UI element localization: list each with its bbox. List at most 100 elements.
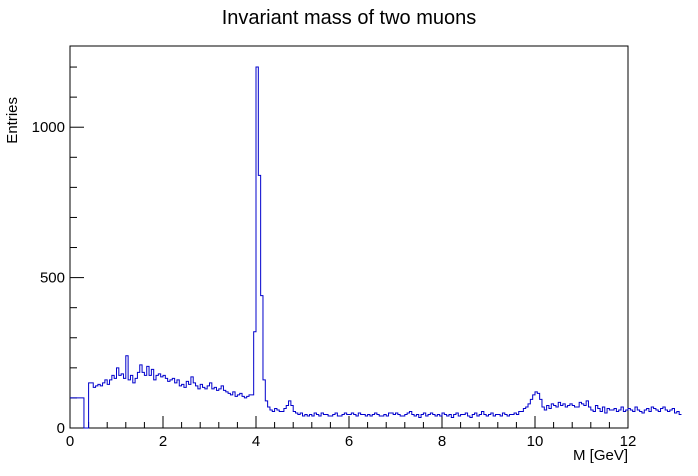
histogram-bin bbox=[354, 414, 356, 428]
histogram-bin bbox=[98, 384, 100, 428]
histogram-bin bbox=[375, 413, 377, 428]
histogram-bin bbox=[112, 375, 114, 428]
histogram-bin bbox=[303, 416, 305, 428]
x-tick-label: 6 bbox=[345, 433, 353, 450]
histogram-bin bbox=[668, 411, 670, 428]
histogram-bin bbox=[119, 375, 121, 428]
histogram-bin bbox=[79, 398, 81, 428]
histogram-bin bbox=[75, 398, 77, 428]
x-tick-label: 0 bbox=[66, 433, 74, 450]
histogram-bin bbox=[340, 416, 342, 428]
histogram-bin bbox=[505, 414, 507, 428]
histogram-bin bbox=[184, 387, 186, 428]
histogram-bin bbox=[633, 411, 635, 428]
histogram-bin bbox=[575, 407, 577, 428]
histogram-bin bbox=[619, 410, 621, 428]
histogram-bin bbox=[91, 383, 93, 428]
histogram-bin bbox=[582, 404, 584, 428]
histogram-bin bbox=[196, 386, 198, 428]
y-tick-label: 1000 bbox=[32, 119, 65, 136]
histogram-bin bbox=[444, 414, 446, 428]
histogram-bin bbox=[351, 413, 353, 428]
histogram-bin bbox=[447, 416, 449, 428]
histogram-bin bbox=[437, 414, 439, 428]
histogram-bin bbox=[212, 389, 214, 428]
histogram-bin bbox=[200, 384, 202, 428]
x-tick-label: 10 bbox=[527, 433, 544, 450]
histogram-bin bbox=[172, 378, 174, 428]
histogram-bin bbox=[135, 378, 137, 428]
histogram-bin bbox=[103, 383, 105, 428]
histogram-bin bbox=[414, 416, 416, 428]
histogram-bin bbox=[512, 414, 514, 428]
histogram-bin bbox=[563, 404, 565, 428]
histogram-bin bbox=[316, 414, 318, 428]
histogram-bin bbox=[426, 416, 428, 428]
histogram-bin bbox=[623, 411, 625, 428]
histogram-bin bbox=[77, 398, 79, 428]
histogram-bin bbox=[298, 414, 300, 428]
histogram-bin bbox=[337, 416, 339, 428]
histogram-bin bbox=[493, 416, 495, 428]
x-tick-label: 4 bbox=[252, 433, 260, 450]
histogram-bin bbox=[342, 414, 344, 428]
histogram-bin bbox=[179, 386, 181, 428]
histogram-bin bbox=[226, 392, 228, 428]
histogram-bin bbox=[100, 386, 102, 428]
histogram-bin bbox=[577, 407, 579, 428]
x-tick-label: 8 bbox=[438, 433, 446, 450]
histogram-bin bbox=[679, 414, 681, 428]
histogram-bin bbox=[561, 405, 563, 428]
histogram-bin bbox=[654, 408, 656, 428]
histogram-bin bbox=[400, 416, 402, 428]
histogram-bin bbox=[177, 380, 179, 428]
histogram-bin bbox=[170, 380, 172, 428]
histogram-bin bbox=[333, 414, 335, 428]
histogram-bin bbox=[549, 408, 551, 428]
histogram-bin bbox=[168, 381, 170, 428]
histogram-bin bbox=[433, 414, 435, 428]
x-tick-label: 12 bbox=[620, 433, 637, 450]
histogram-bin bbox=[430, 413, 432, 428]
histogram-bin bbox=[640, 411, 642, 428]
histogram-bin bbox=[377, 414, 379, 428]
histogram-bin bbox=[326, 414, 328, 428]
histogram-bin bbox=[249, 395, 251, 428]
histogram-bin bbox=[251, 395, 253, 428]
histogram-outline bbox=[70, 66, 682, 429]
y-axis-label: Entries bbox=[4, 97, 21, 144]
histogram-bin bbox=[270, 410, 272, 428]
histogram-bin bbox=[140, 365, 142, 428]
histogram-bin bbox=[72, 398, 74, 428]
histogram-bin bbox=[233, 392, 235, 428]
histogram-bin bbox=[210, 383, 212, 428]
histogram-bin bbox=[277, 410, 279, 428]
histogram-bin bbox=[407, 413, 409, 428]
histogram-bin bbox=[110, 380, 112, 428]
histogram-bin bbox=[186, 381, 188, 428]
histogram-bin bbox=[205, 389, 207, 428]
histogram-bin bbox=[393, 414, 395, 428]
histogram-bin bbox=[133, 383, 135, 428]
histogram-bin bbox=[419, 417, 421, 428]
histogram-bin bbox=[165, 378, 167, 428]
histogram-bin bbox=[658, 411, 660, 428]
histogram-bin bbox=[630, 410, 632, 428]
histogram-bin bbox=[247, 396, 249, 428]
histogram-bin bbox=[489, 414, 491, 428]
histogram-bin bbox=[509, 414, 511, 428]
histogram-bin bbox=[544, 410, 546, 428]
histogram-bin bbox=[214, 387, 216, 428]
histogram-bin bbox=[391, 413, 393, 428]
histogram-bin bbox=[240, 393, 242, 428]
histogram-bin bbox=[398, 414, 400, 428]
histogram-bins bbox=[70, 67, 681, 428]
histogram-bin bbox=[584, 405, 586, 428]
histogram-bin bbox=[305, 414, 307, 428]
histogram-bin bbox=[670, 410, 672, 428]
histogram-bin bbox=[123, 378, 125, 428]
histogram-bin bbox=[105, 380, 107, 428]
histogram-bin bbox=[605, 413, 607, 428]
histogram-bin bbox=[486, 416, 488, 428]
axis-tick-labels: 0 2 4 6 8 10 12 0 500 1000 bbox=[32, 119, 637, 450]
